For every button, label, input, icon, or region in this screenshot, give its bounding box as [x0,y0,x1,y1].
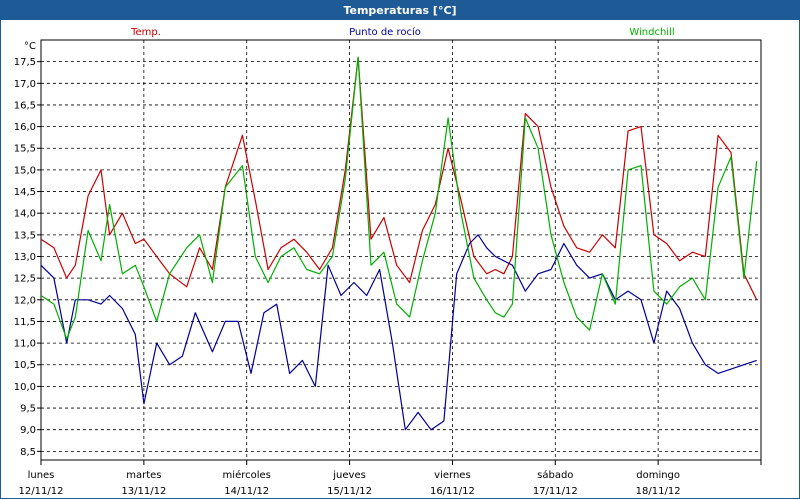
legend-entry: Temp. [130,27,161,38]
series-line-punto-de-roc-o [40,234,757,431]
x-date-label: 17/11/12 [533,486,578,497]
plot-area [40,39,762,461]
x-date-label: 16/11/12 [430,486,475,497]
y-tick-label: 9,5 [20,404,36,415]
x-day-label: sábado [537,469,573,481]
series-line-windchill [40,56,758,340]
y-tick-label: 8,5 [20,447,36,458]
y-tick-label: 13,5 [14,230,36,241]
x-day-label: lunes [28,470,55,481]
y-tick-label: 16,0 [14,122,36,133]
x-day-label: martes [126,470,161,481]
y-tick-label: 12,5 [14,274,36,285]
y-tick-label: 11,0 [14,339,36,350]
y-tick-label: 13,0 [14,252,36,263]
y-tick-label: 15,5 [14,144,36,155]
y-axis-label: °C [24,41,36,52]
x-day-label: miércoles [223,469,271,481]
y-tick-label: 10,0 [14,382,36,393]
x-date-label: 14/11/12 [224,486,269,497]
x-date-label: 12/11/12 [19,486,64,497]
y-tick-label: 12,0 [14,295,36,306]
y-tick-label: 11,5 [14,317,36,328]
series-line-temp- [40,56,758,301]
window-title: Temperaturas [°C] [0,0,800,20]
x-day-label: jueves [332,470,366,481]
x-date-label: 13/11/12 [121,486,166,497]
y-tick-label: 14,5 [14,187,36,198]
y-tick-label: 17,0 [14,79,36,90]
y-tick-label: 14,0 [14,209,36,220]
y-tick-label: 16,5 [14,100,36,111]
x-day-label: viernes [434,470,470,481]
legend-entry: Windchill [629,27,674,38]
y-tick-label: 10,5 [14,360,36,371]
y-tick-label: 17,5 [14,57,36,68]
y-tick-label: 15,0 [14,165,36,176]
y-tick-label: 9,0 [20,425,36,436]
x-day-label: domingo [636,470,680,481]
legend-entry: Punto de rocío [349,26,421,38]
x-date-label: 18/11/12 [636,486,681,497]
x-date-label: 15/11/12 [327,486,372,497]
